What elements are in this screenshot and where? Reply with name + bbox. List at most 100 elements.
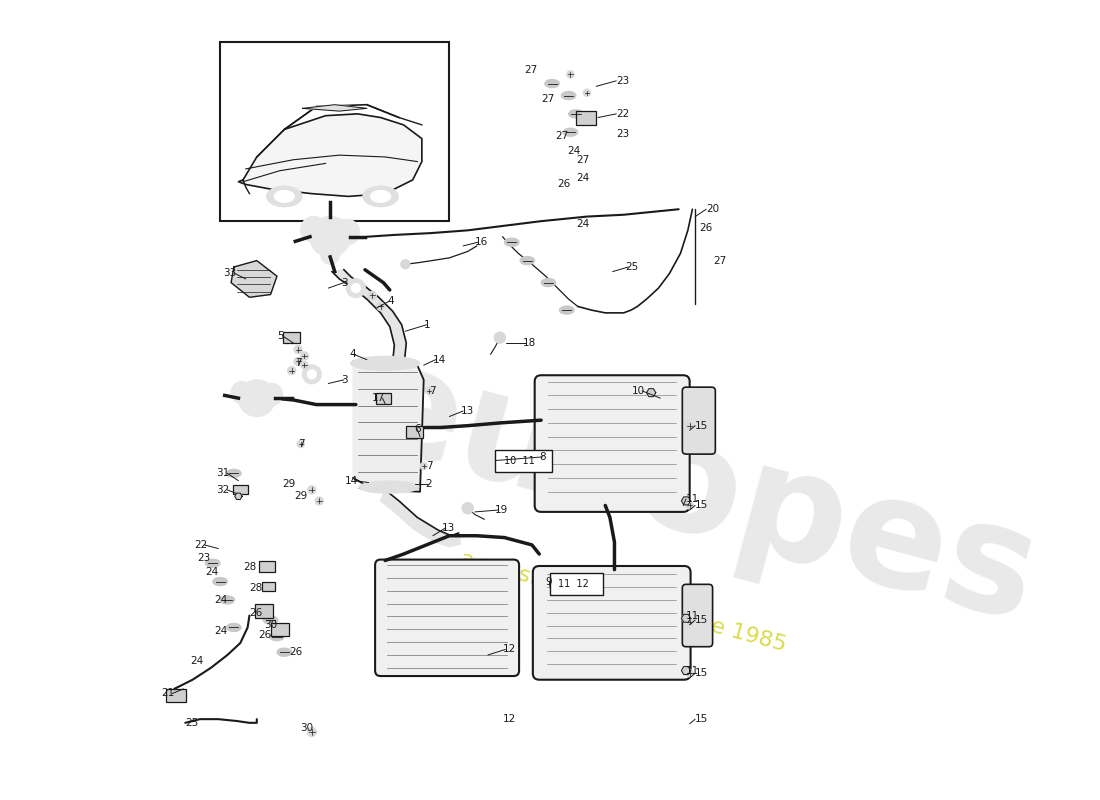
Text: 23: 23 (616, 129, 629, 139)
FancyBboxPatch shape (535, 375, 690, 512)
Ellipse shape (520, 257, 535, 265)
Ellipse shape (206, 559, 220, 567)
Circle shape (583, 89, 591, 97)
Text: 24: 24 (190, 656, 204, 666)
Circle shape (297, 440, 305, 448)
Bar (262, 582, 275, 590)
Text: 13: 13 (442, 523, 455, 534)
FancyBboxPatch shape (682, 584, 713, 646)
Text: 7: 7 (295, 358, 301, 368)
Polygon shape (647, 389, 656, 397)
Circle shape (231, 382, 253, 404)
Circle shape (686, 422, 693, 430)
Text: 1: 1 (424, 320, 430, 330)
Text: 3: 3 (341, 278, 348, 288)
Circle shape (239, 380, 275, 417)
Polygon shape (681, 666, 691, 674)
Circle shape (420, 462, 428, 470)
Circle shape (346, 279, 365, 298)
Text: 19: 19 (495, 505, 508, 515)
Text: 10: 10 (631, 386, 645, 396)
Text: 24: 24 (214, 626, 228, 636)
Text: 26: 26 (698, 222, 712, 233)
Text: 27: 27 (714, 255, 727, 266)
Text: 10  11: 10 11 (504, 455, 535, 466)
Circle shape (307, 370, 317, 379)
Circle shape (686, 502, 693, 509)
Text: 26: 26 (289, 647, 302, 658)
Circle shape (368, 291, 376, 299)
Text: a passion for parts since 1985: a passion for parts since 1985 (459, 549, 789, 655)
Bar (220, 42, 450, 221)
Text: 22: 22 (194, 540, 207, 550)
Ellipse shape (363, 186, 398, 206)
Ellipse shape (274, 190, 295, 202)
Text: 26: 26 (250, 608, 263, 618)
Ellipse shape (561, 91, 576, 100)
Text: 24: 24 (214, 595, 228, 605)
Text: 11  12: 11 12 (558, 579, 589, 590)
FancyBboxPatch shape (532, 566, 691, 680)
Text: 11: 11 (686, 610, 700, 621)
Text: 6: 6 (415, 424, 421, 434)
Ellipse shape (359, 481, 419, 493)
Text: 12: 12 (503, 714, 516, 724)
Text: europes: europes (341, 330, 1053, 654)
Circle shape (287, 366, 296, 374)
Circle shape (300, 362, 308, 369)
Text: 24: 24 (576, 219, 590, 229)
Ellipse shape (227, 470, 241, 478)
Bar (576, 111, 596, 125)
Circle shape (333, 219, 360, 245)
Circle shape (494, 332, 505, 343)
Text: 21: 21 (161, 689, 174, 698)
Ellipse shape (277, 648, 292, 656)
Text: 20: 20 (706, 204, 719, 214)
Text: 15: 15 (695, 714, 708, 724)
Polygon shape (332, 270, 406, 363)
Text: 32: 32 (216, 485, 229, 495)
Text: 11: 11 (686, 666, 700, 675)
Text: 25: 25 (185, 718, 198, 728)
Text: 18: 18 (522, 338, 536, 348)
Ellipse shape (505, 238, 519, 246)
Text: 7: 7 (429, 386, 436, 396)
Text: 3: 3 (341, 375, 348, 385)
Circle shape (302, 365, 321, 383)
Text: 11: 11 (686, 494, 700, 504)
Ellipse shape (560, 306, 574, 314)
Text: 23: 23 (198, 553, 211, 562)
Text: 27: 27 (541, 94, 554, 104)
Polygon shape (681, 614, 691, 622)
Text: 14: 14 (344, 476, 358, 486)
Text: 4: 4 (387, 296, 394, 306)
Text: 15: 15 (695, 668, 708, 678)
Polygon shape (239, 114, 422, 197)
Circle shape (315, 497, 323, 505)
Bar (255, 603, 273, 618)
Circle shape (351, 283, 361, 293)
Text: 31: 31 (216, 468, 229, 478)
Text: 12: 12 (503, 645, 516, 654)
Text: 28: 28 (243, 562, 256, 572)
Text: 30: 30 (264, 620, 277, 630)
Bar (284, 332, 300, 343)
Text: 22: 22 (616, 109, 629, 119)
Bar (550, 574, 604, 595)
Polygon shape (231, 261, 277, 298)
Text: 26: 26 (558, 179, 571, 190)
Bar (406, 426, 422, 438)
Text: 25: 25 (626, 262, 639, 272)
Bar (233, 486, 248, 494)
Text: 15: 15 (695, 421, 708, 430)
Ellipse shape (263, 616, 278, 624)
Circle shape (294, 358, 302, 366)
Text: 15: 15 (695, 615, 708, 625)
Polygon shape (681, 497, 691, 505)
Ellipse shape (371, 190, 390, 202)
Text: 27: 27 (576, 154, 590, 165)
Text: 24: 24 (205, 567, 218, 578)
Text: 5: 5 (277, 331, 284, 341)
Text: 26: 26 (258, 630, 272, 640)
Ellipse shape (267, 186, 301, 206)
